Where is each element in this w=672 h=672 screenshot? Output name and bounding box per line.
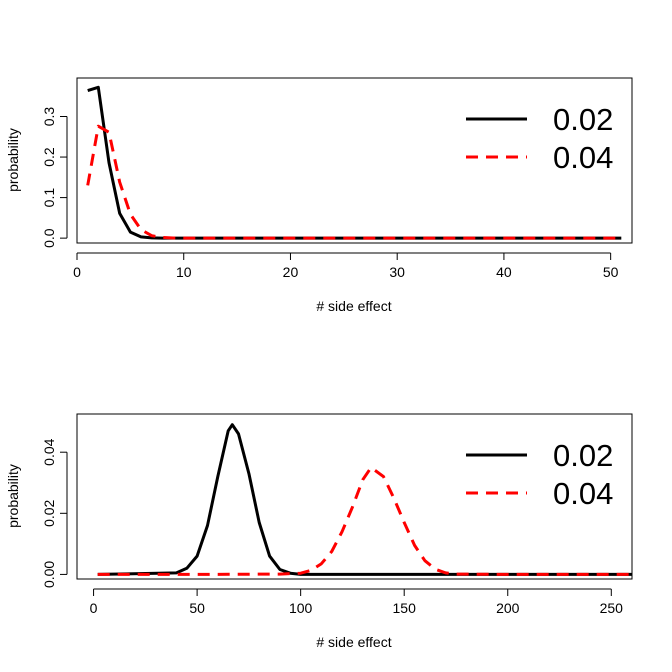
plot-frame — [76, 77, 633, 244]
series-line — [87, 85, 622, 240]
y-tick-label: 0.0 — [41, 228, 57, 248]
x-tick-label: 250 — [600, 600, 624, 616]
legend-label: 0.02 — [553, 438, 613, 473]
plot-frame — [76, 413, 633, 580]
chart-panel-top: 0 10 20 30 40 50 0.0 0.1 0.2 0.3 0.020.04 # side … — [5, 77, 633, 314]
series-line — [97, 466, 632, 576]
x-tick-label: 50 — [189, 600, 205, 616]
legend-label: 0.04 — [553, 140, 613, 175]
series-lines — [86, 85, 622, 240]
x-axis-label: # side effect — [316, 634, 391, 650]
series-line — [97, 423, 632, 576]
y-axis-label: probability — [5, 128, 21, 192]
legend: 0.020.04 — [466, 438, 613, 511]
y-tick-label: 0.02 — [41, 499, 57, 526]
x-tick-label: 0 — [73, 264, 81, 280]
y-tick-label: 0.04 — [41, 438, 57, 465]
series-line — [86, 124, 622, 240]
y-axis-label: probability — [5, 464, 21, 528]
x-tick-label: 0 — [90, 600, 98, 616]
x-tick-label: 100 — [289, 600, 313, 616]
x-tick-label: 40 — [496, 264, 512, 280]
x-tick-label: 50 — [603, 264, 619, 280]
legend-label: 0.02 — [553, 102, 613, 137]
legend-label: 0.04 — [553, 476, 613, 511]
y-tick-label: 0.00 — [41, 561, 57, 588]
x-tick-label: 150 — [393, 600, 417, 616]
x-tick-label: 10 — [176, 264, 192, 280]
x-tick-label: 30 — [389, 264, 405, 280]
x-tick-label: 200 — [496, 600, 520, 616]
y-tick-label: 0.3 — [41, 107, 57, 127]
y-tick-label: 0.2 — [41, 147, 57, 167]
x-tick-label: 20 — [283, 264, 299, 280]
series-lines — [97, 423, 632, 576]
legend: 0.020.04 — [466, 102, 613, 175]
x-axis-label: # side effect — [316, 298, 391, 314]
y-tick-label: 0.1 — [41, 188, 57, 208]
axes: 0 10 20 30 40 50 0.0 0.1 0.2 0.3 — [41, 107, 619, 280]
